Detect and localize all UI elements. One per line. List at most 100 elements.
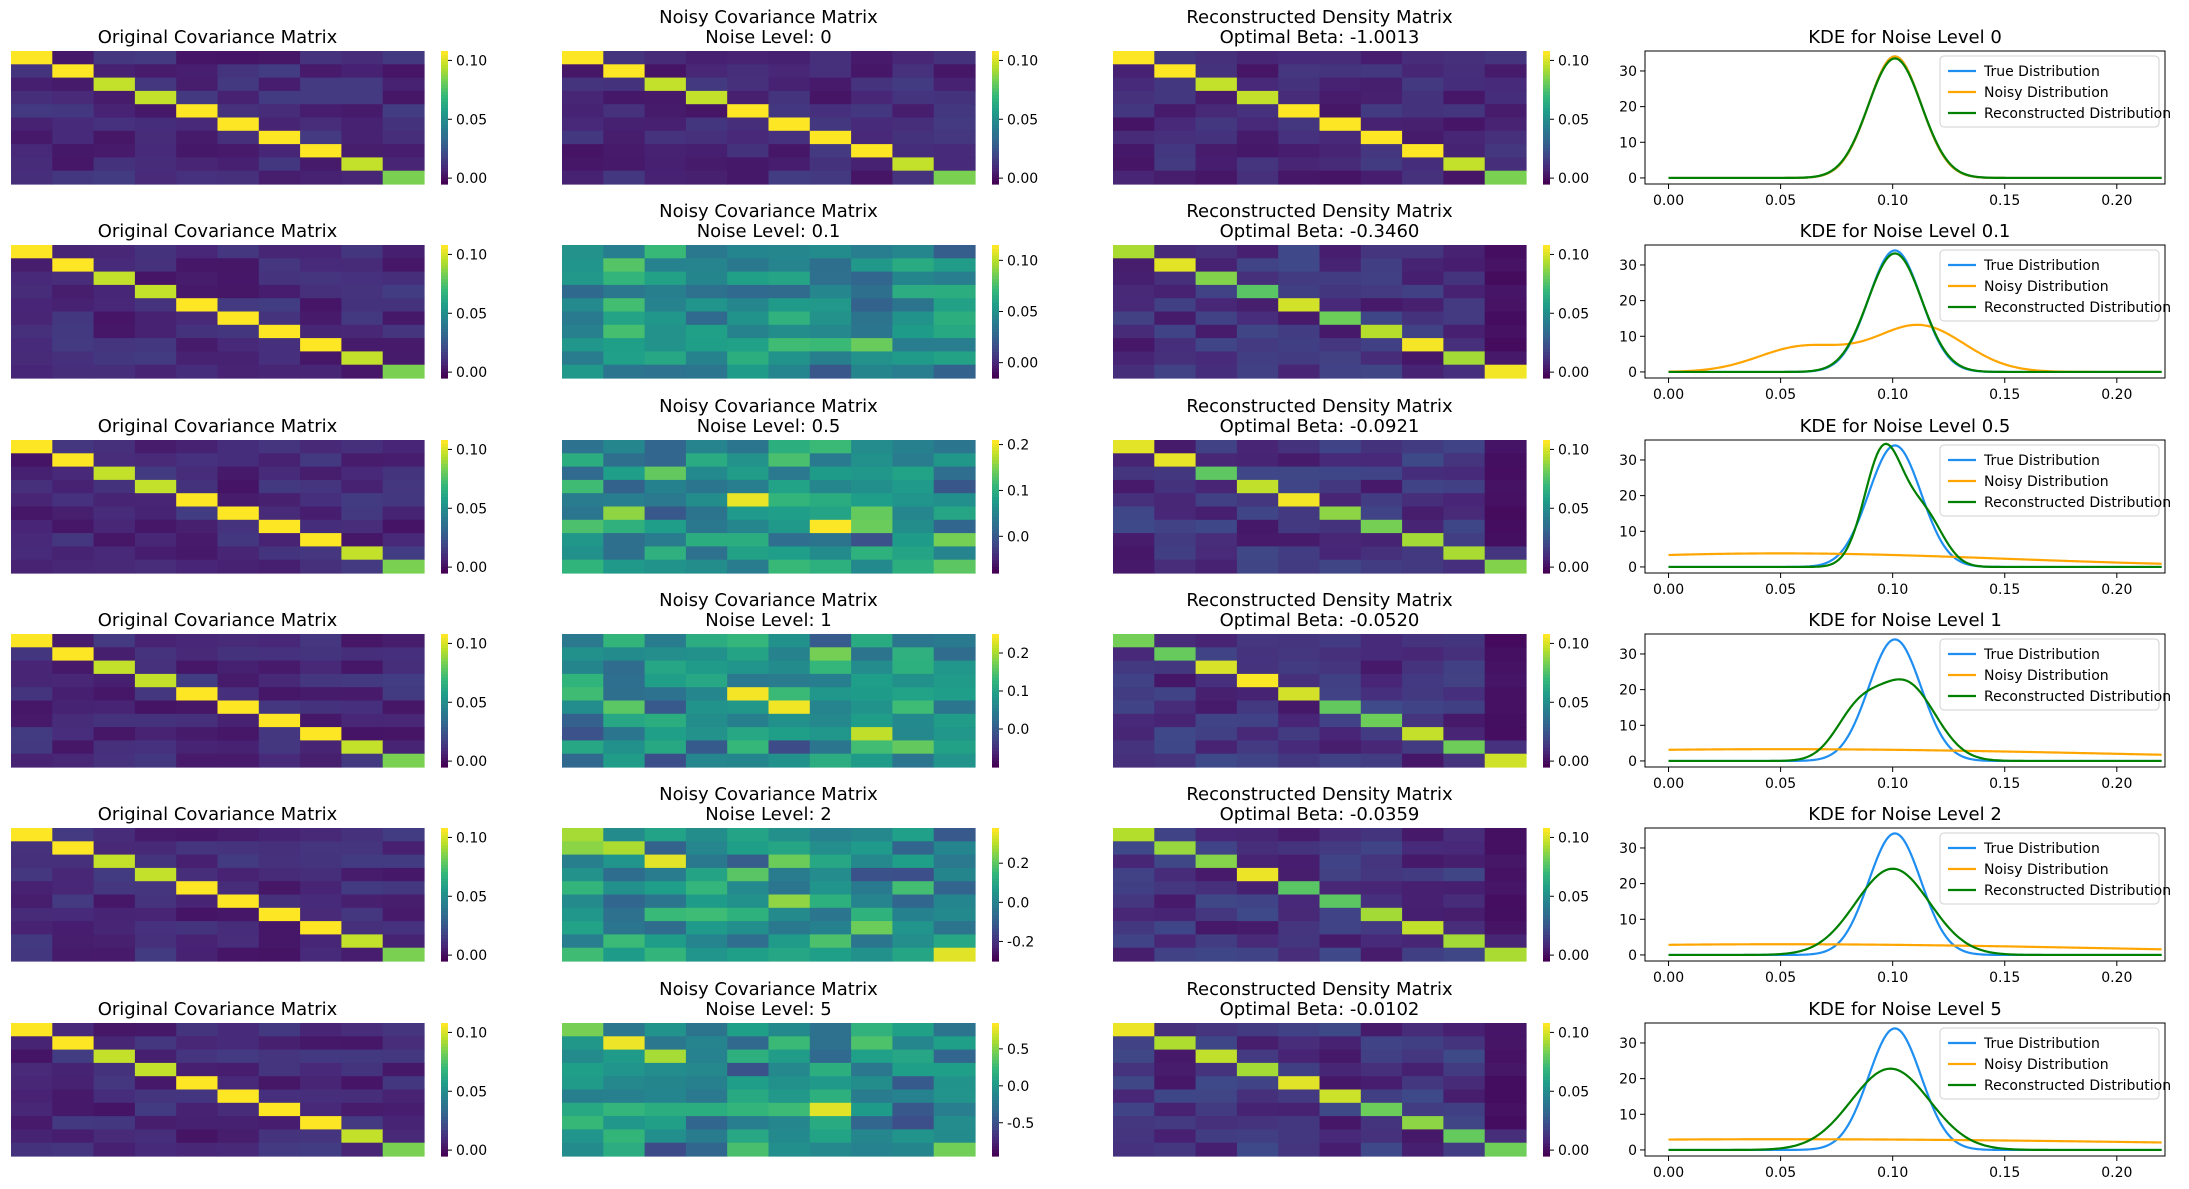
x-tick-label: 0.15 <box>1989 776 2020 792</box>
heatmap-cell <box>1402 1062 1444 1077</box>
heatmap-cell <box>603 907 646 922</box>
heatmap-cell <box>685 634 728 648</box>
colorbar-segment <box>1543 1129 1550 1134</box>
colorbar-segment <box>1543 546 1550 551</box>
colorbar-segment <box>992 254 999 259</box>
colorbar-tick-label: 0.00 <box>456 365 487 381</box>
heatmap-cell <box>1360 364 1403 379</box>
heatmap-cell <box>562 854 604 869</box>
colorbar-segment <box>1543 140 1550 145</box>
heatmap-cell <box>727 311 770 326</box>
heatmap-cell <box>892 144 935 158</box>
heatmap-cell <box>685 338 728 352</box>
heatmap-cell <box>1195 453 1238 468</box>
heatmap-cell <box>258 907 301 922</box>
heatmap-cell <box>1443 660 1486 675</box>
heatmap-cell <box>1484 1023 1527 1037</box>
heatmap-cell <box>933 947 976 962</box>
colorbar-segment <box>1543 1136 1550 1140</box>
heatmap-cell <box>1236 351 1279 366</box>
heatmap-cell <box>768 1023 811 1037</box>
colorbar-segment <box>441 927 448 932</box>
heatmap-cell <box>562 533 604 547</box>
colorbar-segment <box>1543 473 1550 478</box>
heatmap-cell <box>644 634 687 648</box>
colorbar-tick-label: 0.00 <box>1558 1143 1589 1159</box>
heatmap-cell <box>933 700 976 715</box>
colorbar-segment <box>1543 660 1550 665</box>
heatmap-cell <box>52 324 95 339</box>
heatmap-cell <box>1319 881 1362 896</box>
colorbar-segment <box>1543 717 1550 722</box>
heatmap-cell <box>176 77 219 92</box>
colorbar-segment <box>1543 1089 1550 1094</box>
heatmap-cell <box>562 1076 604 1091</box>
heatmap-cell <box>562 947 604 962</box>
heatmap-cell <box>217 245 260 259</box>
heatmap-cell <box>1113 740 1155 755</box>
heatmap-cell <box>217 934 260 949</box>
x-tick-label: 0.10 <box>1877 776 1908 792</box>
heatmap-cell <box>933 673 976 688</box>
heatmap-cell <box>52 493 95 508</box>
heatmap-cell <box>1113 907 1155 922</box>
colorbar-segment <box>441 110 448 115</box>
heatmap-cell <box>1278 647 1321 662</box>
heatmap-cell <box>11 298 53 313</box>
heatmap-cell <box>134 559 177 574</box>
heatmap-cell <box>300 51 342 65</box>
colorbar-segment <box>992 264 999 269</box>
heatmap-cell <box>300 894 342 909</box>
colorbar-segment <box>1543 740 1550 745</box>
colorbar-segment <box>1543 483 1550 488</box>
heatmap-cell <box>1360 493 1403 508</box>
heatmap-cell <box>933 104 976 119</box>
colorbar-segment <box>992 298 999 303</box>
colorbar-segment <box>441 57 448 62</box>
heatmap-cell <box>809 854 852 869</box>
heatmap-cell <box>382 753 425 768</box>
colorbar-segment <box>992 914 999 919</box>
colorbar-segment <box>441 486 448 491</box>
heatmap-cell <box>809 519 852 534</box>
colorbar-segment <box>441 924 448 929</box>
heatmap-cell <box>768 104 811 119</box>
heatmap-cell <box>1278 479 1321 494</box>
heatmap-cell <box>1113 687 1155 702</box>
heatmap-cell <box>562 1049 604 1064</box>
heatmap-cell <box>1278 634 1321 648</box>
heatmap-cell <box>1278 854 1321 869</box>
heatmap-cell <box>52 338 95 352</box>
heatmap-subtitle: Noise Level: 1 <box>705 610 831 631</box>
colorbar-segment <box>1543 120 1550 125</box>
heatmap-cell <box>176 660 219 675</box>
heatmap-cell <box>1319 533 1362 547</box>
heatmap-cell <box>1402 466 1444 481</box>
heatmap-cell <box>93 533 136 547</box>
heatmap-cell <box>933 1062 976 1077</box>
colorbar-segment <box>992 509 999 514</box>
heatmap-cell <box>1484 1089 1527 1104</box>
heatmap-cell <box>892 854 935 869</box>
colorbar-segment <box>441 733 448 738</box>
heatmap-cell <box>768 90 811 105</box>
colorbar-tick-label: 0.10 <box>1558 53 1589 69</box>
heatmap-cell <box>562 921 604 935</box>
heatmap-cell <box>727 634 770 648</box>
colorbar-segment <box>992 137 999 142</box>
colorbar-segment <box>1543 944 1550 949</box>
heatmap-cell <box>300 271 342 286</box>
colorbar-tick-label: 0.00 <box>456 1143 487 1159</box>
heatmap-cell <box>933 258 976 273</box>
colorbar-segment <box>992 301 999 306</box>
heatmap-cell <box>851 867 893 882</box>
heatmap-cell <box>562 740 604 755</box>
heatmap-cell <box>685 934 728 949</box>
heatmap-cell <box>1236 1129 1279 1144</box>
colorbar-tick-label: 0.05 <box>1558 1084 1589 1100</box>
heatmap-cell <box>727 351 770 366</box>
heatmap-cell <box>217 130 260 145</box>
heatmap-cell <box>644 51 687 65</box>
heatmap-cell <box>134 713 177 728</box>
heatmap-cell <box>727 947 770 962</box>
